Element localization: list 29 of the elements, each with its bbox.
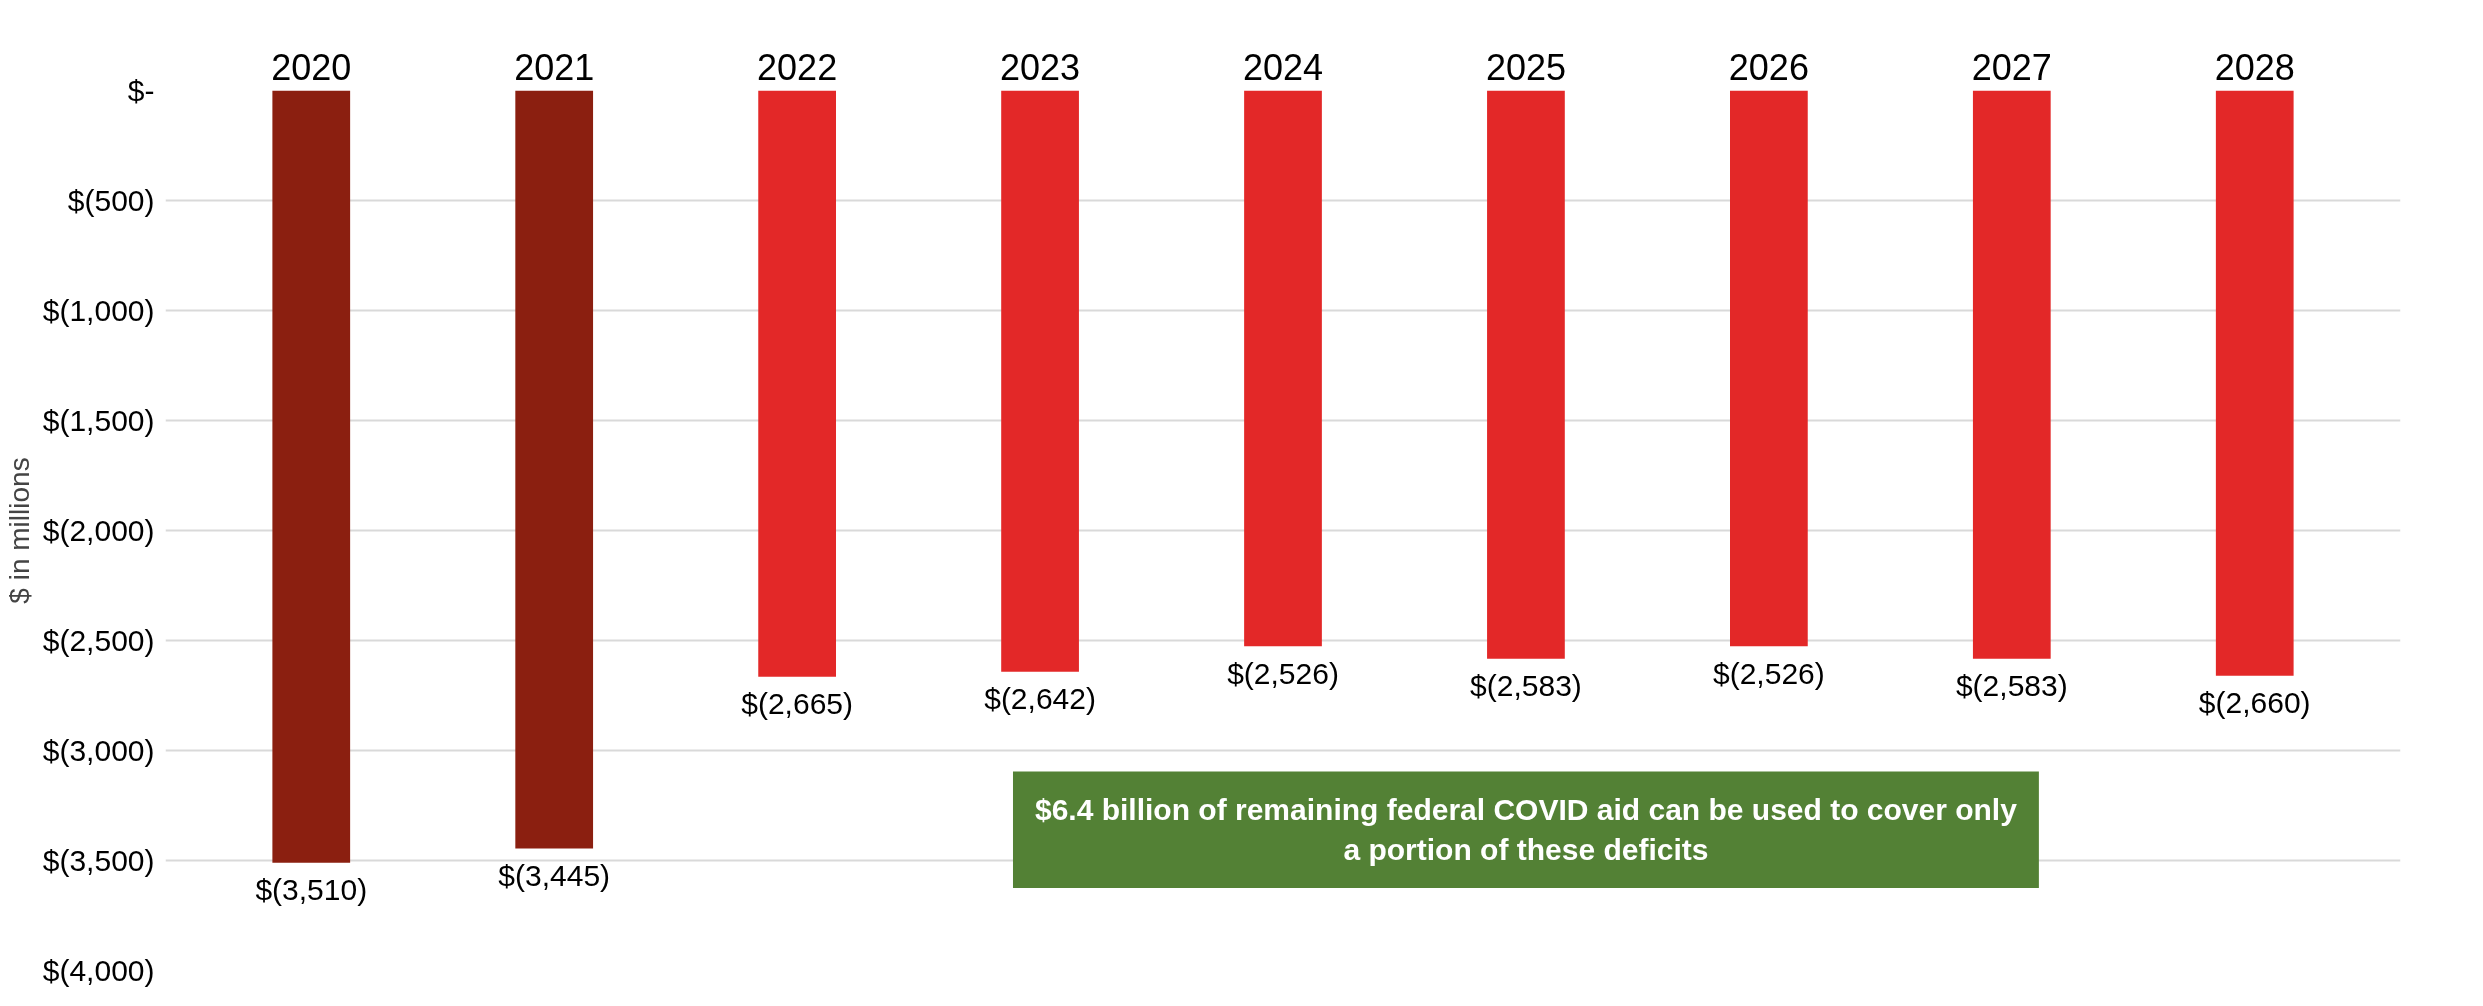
y-tick-label: $(2,000) xyxy=(42,514,155,547)
x-tick-label: 2020 xyxy=(271,46,352,88)
data-label: $(3,445) xyxy=(498,858,611,892)
x-tick-label: 2028 xyxy=(2214,46,2295,88)
y-tick-label: $(4,000) xyxy=(42,954,155,987)
y-tick-label: $(1,000) xyxy=(42,294,155,327)
data-label: $(2,583) xyxy=(1470,669,1582,703)
x-tick-label: 2025 xyxy=(1485,46,1566,88)
x-tick-label: 2027 xyxy=(1971,46,2052,88)
x-tick-label: 2026 xyxy=(1728,46,1809,88)
x-tick-label: 2023 xyxy=(1000,46,1081,88)
data-label: $(2,526) xyxy=(1227,656,1339,690)
x-tick-label: 2022 xyxy=(757,46,838,88)
y-tick-label: $(1,500) xyxy=(42,404,155,437)
y-tick-label: $(3,500) xyxy=(42,844,155,877)
y-tick-label: $(500) xyxy=(67,184,155,217)
y-axis-title: $ in millions xyxy=(3,457,35,604)
data-label: $(2,642) xyxy=(984,682,1096,716)
y-tick-label: $- xyxy=(127,74,155,107)
data-label: $(2,526) xyxy=(1713,656,1825,690)
x-tick-label: 2024 xyxy=(1242,46,1324,88)
data-label: $(3,510) xyxy=(255,873,368,907)
annotation: $6.4 billion of remaining federal COVID aid can be used to cover only a portion of these deficits xyxy=(1034,793,2018,866)
data-label: $(2,583) xyxy=(1955,669,2068,703)
data-label: $(2,660) xyxy=(2198,686,2311,720)
y-tick-label: $(2,500) xyxy=(42,624,155,657)
y-tick-label: $(3,000) xyxy=(42,734,155,767)
x-tick-label: 2021 xyxy=(514,46,595,88)
data-label: $(2,665) xyxy=(741,687,854,721)
